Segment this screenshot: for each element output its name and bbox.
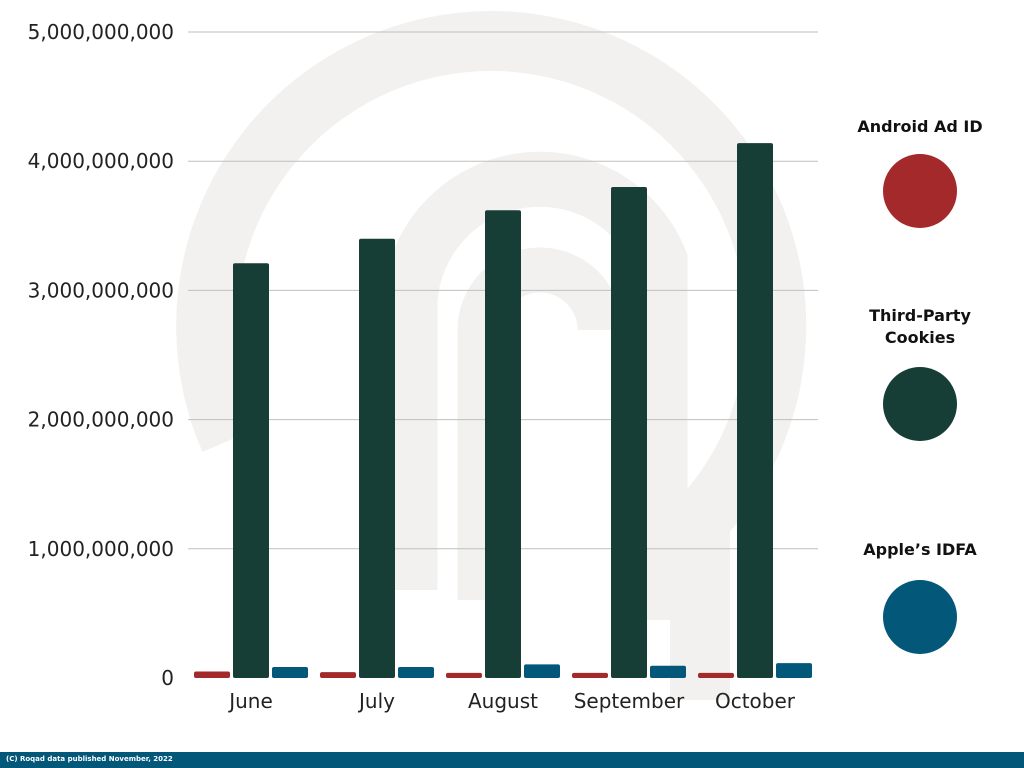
legend-swatch-apples-idfa — [883, 580, 957, 654]
x-tick-label: June — [227, 689, 273, 713]
copyright-text: (C) Roqad data published November, 2022 — [6, 755, 173, 763]
x-tick-label: August — [468, 689, 538, 713]
bars — [194, 143, 812, 679]
x-tick-label: September — [574, 689, 685, 713]
bar-apple-s-idfa-july — [398, 667, 434, 678]
bar-android-ad-id-september — [572, 672, 608, 678]
bar-third-party-cookies-september — [611, 187, 647, 679]
bar-third-party-cookies-july — [359, 238, 395, 678]
legend-swatch-android-ad-id — [883, 154, 957, 228]
legend-item-third-party-cookies: Third-Party Cookies — [830, 305, 1010, 441]
footer-bar: (C) Roqad data published November, 2022 — [0, 752, 1024, 768]
bar-third-party-cookies-june — [233, 263, 269, 678]
legend-label-apples-idfa: Apple’s IDFA — [863, 540, 977, 559]
legend-swatch-third-party-cookies — [883, 367, 957, 441]
y-tick-label: 0 — [161, 666, 174, 690]
y-axis-ticks: 0 1,000,000,000 2,000,000,000 3,000,000,000… — [28, 20, 174, 690]
y-tick-label: 1,000,000,000 — [28, 537, 174, 561]
bar-android-ad-id-august — [446, 672, 482, 678]
y-tick-label: 3,000,000,000 — [28, 278, 174, 302]
legend-item-apples-idfa: Apple’s IDFA — [830, 539, 1010, 654]
x-tick-label: October — [715, 689, 796, 713]
legend-label-android-ad-id: Android Ad ID — [857, 117, 983, 136]
bar-android-ad-id-july — [320, 672, 356, 678]
bar-apple-s-idfa-june — [272, 667, 308, 678]
y-tick-label: 4,000,000,000 — [28, 149, 174, 173]
bar-third-party-cookies-october — [737, 143, 773, 678]
y-tick-label: 2,000,000,000 — [28, 408, 174, 432]
bar-apple-s-idfa-september — [650, 665, 686, 678]
bar-apple-s-idfa-october — [776, 663, 812, 678]
legend-label-third-party-cookies: Third-Party Cookies — [869, 306, 971, 347]
x-tick-label: July — [357, 689, 395, 713]
x-axis-ticks: June July August September October — [227, 689, 796, 713]
bar-third-party-cookies-august — [485, 210, 521, 678]
bar-apple-s-idfa-august — [524, 664, 560, 678]
y-tick-label: 5,000,000,000 — [28, 20, 174, 44]
bar-android-ad-id-june — [194, 671, 230, 678]
bar-android-ad-id-october — [698, 672, 734, 678]
legend-item-android-ad-id: Android Ad ID — [830, 116, 1010, 228]
